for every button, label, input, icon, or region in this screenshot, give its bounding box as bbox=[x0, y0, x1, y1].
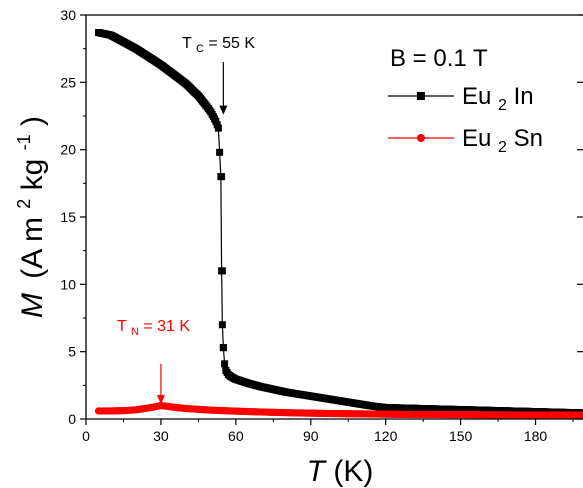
y-tick-label: 15 bbox=[60, 209, 76, 225]
annotation-tc-base: T bbox=[182, 35, 192, 52]
y-tick-label: 25 bbox=[60, 74, 76, 90]
x-ticks: 0 30 60 90 120 150 180 bbox=[82, 419, 574, 444]
annotation-tn-sub: N bbox=[131, 326, 139, 338]
x-tick-label: 60 bbox=[228, 428, 244, 444]
legend-eu2in-sub: 2 bbox=[498, 97, 507, 114]
legend-marker-eu2in bbox=[417, 92, 425, 100]
legend-entry-eu2in: Eu 2 In bbox=[388, 83, 534, 116]
x-axis-label: T (K) bbox=[307, 455, 374, 488]
x-tick-label: 0 bbox=[82, 428, 90, 444]
y-axis-unit-pre: (A m bbox=[16, 217, 49, 279]
x-axis-unit: (K) bbox=[333, 455, 373, 488]
y-axis-unit-mid: kg bbox=[16, 159, 49, 191]
y-tick-label: 30 bbox=[60, 7, 76, 23]
legend-eu2sn-rest: Sn bbox=[514, 125, 543, 152]
data-point bbox=[216, 148, 224, 156]
annotation-tc-rest: = 55 K bbox=[208, 35, 255, 52]
annotation-tc-sub: C bbox=[196, 43, 204, 55]
legend-eu2in-base: Eu bbox=[462, 83, 491, 110]
legend-entry-eu2sn: Eu 2 Sn bbox=[388, 125, 543, 158]
data-point bbox=[221, 360, 229, 368]
x-tick-label: 120 bbox=[374, 428, 398, 444]
legend-eu2sn-base: Eu bbox=[462, 125, 491, 152]
y-ticks: 0 5 10 15 20 25 30 bbox=[60, 7, 583, 427]
y-tick-label: 10 bbox=[60, 276, 76, 292]
x-tick-label: 30 bbox=[153, 428, 169, 444]
annotation-tn-base: T bbox=[117, 318, 127, 335]
annotation-arrow-head bbox=[156, 395, 165, 405]
annotation-tc: T C = 55 K bbox=[182, 35, 255, 56]
y-axis-label: M (A m 2 kg -1 ) bbox=[4, 116, 49, 318]
y-tick-label: 0 bbox=[68, 411, 76, 427]
legend-eu2in-rest: In bbox=[514, 83, 534, 110]
series-eu2in bbox=[94, 29, 583, 417]
y-axis-symbol: M bbox=[16, 293, 49, 318]
annotation-tn-rest: = 31 K bbox=[143, 318, 190, 335]
data-point bbox=[218, 173, 226, 181]
annotations: T C = 55 K T N = 31 K bbox=[117, 35, 255, 405]
y-axis-unit-post: ) bbox=[16, 116, 49, 126]
y-tick-label: 5 bbox=[68, 344, 76, 360]
x-tick-label: 180 bbox=[524, 428, 548, 444]
x-tick-label: 90 bbox=[303, 428, 319, 444]
legend-eu2sn-sub: 2 bbox=[498, 139, 507, 156]
plot-frame bbox=[85, 14, 583, 420]
data-point bbox=[214, 124, 222, 132]
legend-label-eu2sn: Eu 2 Sn bbox=[462, 125, 543, 158]
x-axis-symbol: T bbox=[307, 455, 328, 488]
legend: B = 0.1 T Eu 2 In Eu 2 Sn bbox=[388, 45, 543, 158]
data-point bbox=[218, 267, 226, 275]
legend-marker-eu2sn bbox=[417, 134, 425, 142]
series-layer bbox=[94, 29, 583, 419]
y-axis-sup1: 2 bbox=[14, 199, 34, 209]
data-point bbox=[218, 321, 226, 329]
y-axis-sup2: -1 bbox=[14, 134, 34, 150]
legend-title: B = 0.1 T bbox=[390, 45, 488, 72]
annotation-arrow-head bbox=[219, 105, 228, 115]
y-tick-label: 20 bbox=[60, 142, 76, 158]
x-tick-label: 150 bbox=[449, 428, 473, 444]
legend-label-eu2in: Eu 2 In bbox=[462, 83, 534, 116]
annotation-arrows bbox=[156, 62, 228, 405]
annotation-tn: T N = 31 K bbox=[117, 318, 190, 339]
data-point bbox=[579, 411, 583, 419]
data-point bbox=[219, 344, 227, 352]
series-eu2sn bbox=[94, 401, 583, 419]
